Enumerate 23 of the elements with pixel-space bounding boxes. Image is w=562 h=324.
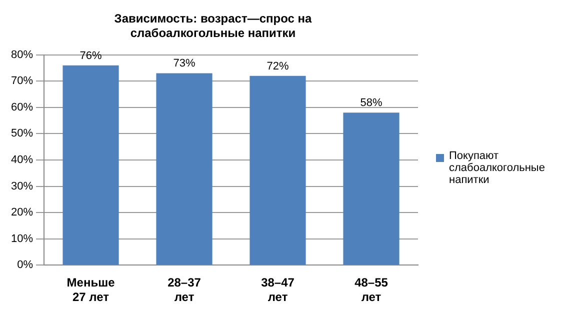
- x-tick-label: 28–37 лет: [168, 276, 202, 304]
- data-label: 72%: [266, 60, 289, 72]
- y-tick-label: 30%: [10, 180, 34, 192]
- bar: [343, 112, 400, 265]
- y-tick-label: 0%: [17, 259, 34, 272]
- y-tick-label: 40%: [10, 154, 34, 166]
- chart-title: Зависимость: возраст—спрос на слабоалкогольные напитки: [114, 12, 312, 40]
- bar: [156, 73, 212, 265]
- y-tick-label: 80%: [10, 48, 34, 61]
- x-tick-label: Меньше 27 лет: [66, 276, 116, 304]
- y-tick-label: 10%: [10, 232, 34, 245]
- y-tick-label: 50%: [10, 128, 34, 140]
- y-tick-label: 60%: [10, 101, 34, 114]
- y-tick-label: 70%: [10, 75, 34, 88]
- legend-label: Покупают слабоалкогольные напитки: [449, 150, 546, 186]
- x-tick-label: 48–55 лет: [354, 276, 388, 304]
- x-tick-label: 38–47 лет: [261, 276, 295, 304]
- data-label: 58%: [360, 97, 382, 110]
- data-label: 73%: [173, 58, 196, 70]
- bar: [62, 65, 119, 265]
- data-label: 76%: [80, 50, 102, 62]
- y-tick-label: 20%: [10, 206, 34, 219]
- bar: [250, 76, 306, 265]
